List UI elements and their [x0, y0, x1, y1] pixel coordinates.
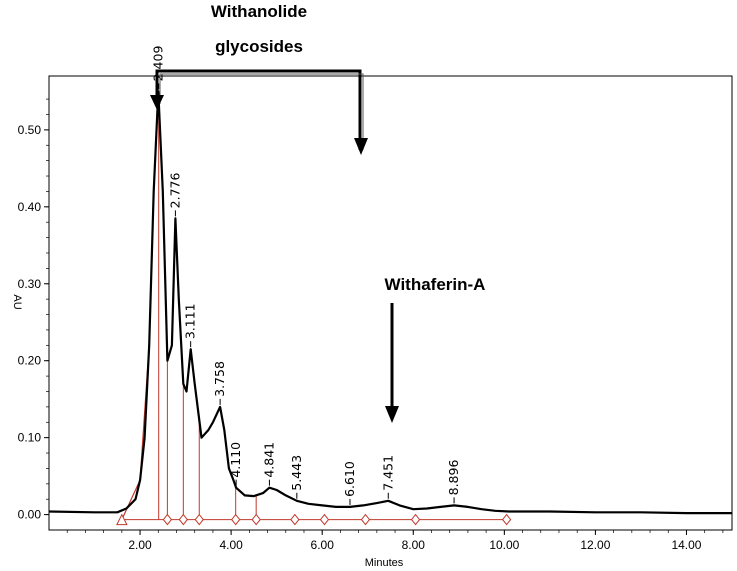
y-tick-label: 0.30 — [18, 277, 42, 291]
peak-label: 5.443 — [289, 455, 304, 491]
integration-marker — [178, 513, 188, 526]
withaferin-arrowhead — [385, 406, 399, 423]
x-tick-label: 2.00 — [128, 538, 152, 552]
x-tick-label: 4.00 — [219, 538, 243, 552]
peak-label: 3.758 — [212, 361, 227, 397]
peak-label: 7.451 — [380, 455, 395, 491]
y-tick-label: 0.50 — [18, 123, 42, 137]
x-tick-label: 6.00 — [311, 538, 335, 552]
annotation-withaferin-a: Withaferin-A — [385, 275, 486, 294]
peak-label: 4.841 — [261, 442, 276, 478]
y-axis: 0.00 0.10 0.20 0.30 0.40 0.50 — [18, 98, 49, 522]
integration-marker — [194, 513, 204, 526]
peak-label: 8.896 — [446, 460, 461, 496]
x-axis-title: Minutes — [365, 557, 404, 569]
glycosides-bracket-shadow — [159, 73, 364, 150]
annotation-withanolide: Withanolide — [211, 2, 307, 21]
annotation-glycosides: glycosides — [215, 37, 303, 56]
y-tick-label: 0.00 — [18, 508, 42, 522]
x-axis: 2.00 4.00 6.00 8.00 10.00 12.00 14.00 — [66, 530, 724, 552]
integration-marker — [251, 513, 261, 526]
y-tick-label: 0.20 — [18, 354, 42, 368]
peak-label: 6.610 — [342, 461, 357, 497]
glycosides-arrowhead-right — [354, 138, 368, 155]
integration-marker — [231, 513, 241, 526]
x-tick-label: 10.00 — [489, 538, 519, 552]
glycosides-bracket — [155, 69, 362, 150]
chromatogram-trace — [48, 90, 732, 515]
plot-frame — [48, 75, 733, 531]
x-tick-label: 14.00 — [671, 538, 701, 552]
integration-marker — [319, 513, 330, 526]
glycosides-arrowhead-left — [150, 95, 164, 110]
y-tick-label: 0.10 — [18, 431, 42, 445]
peak-label: 3.111 — [183, 303, 198, 339]
integration-marker — [410, 513, 421, 526]
integration-marker — [501, 513, 512, 526]
peak-label: 2.776 — [167, 173, 182, 209]
integration-marker — [290, 513, 300, 526]
peak-label: 4.110 — [228, 442, 243, 478]
chromatogram-line — [48, 90, 732, 515]
x-tick-label: 8.00 — [402, 538, 426, 552]
y-axis-title: AU — [11, 294, 23, 309]
plot-border — [48, 75, 733, 531]
integration-start-marker — [116, 513, 128, 526]
x-tick-label: 12.00 — [580, 538, 610, 552]
integration-marker — [360, 513, 371, 526]
peak-start-edge — [121, 91, 159, 520]
integration-marker — [162, 513, 173, 526]
annotations: Withanolide glycosides Withaferin-A — [150, 2, 485, 423]
y-tick-label: 0.40 — [18, 200, 42, 214]
